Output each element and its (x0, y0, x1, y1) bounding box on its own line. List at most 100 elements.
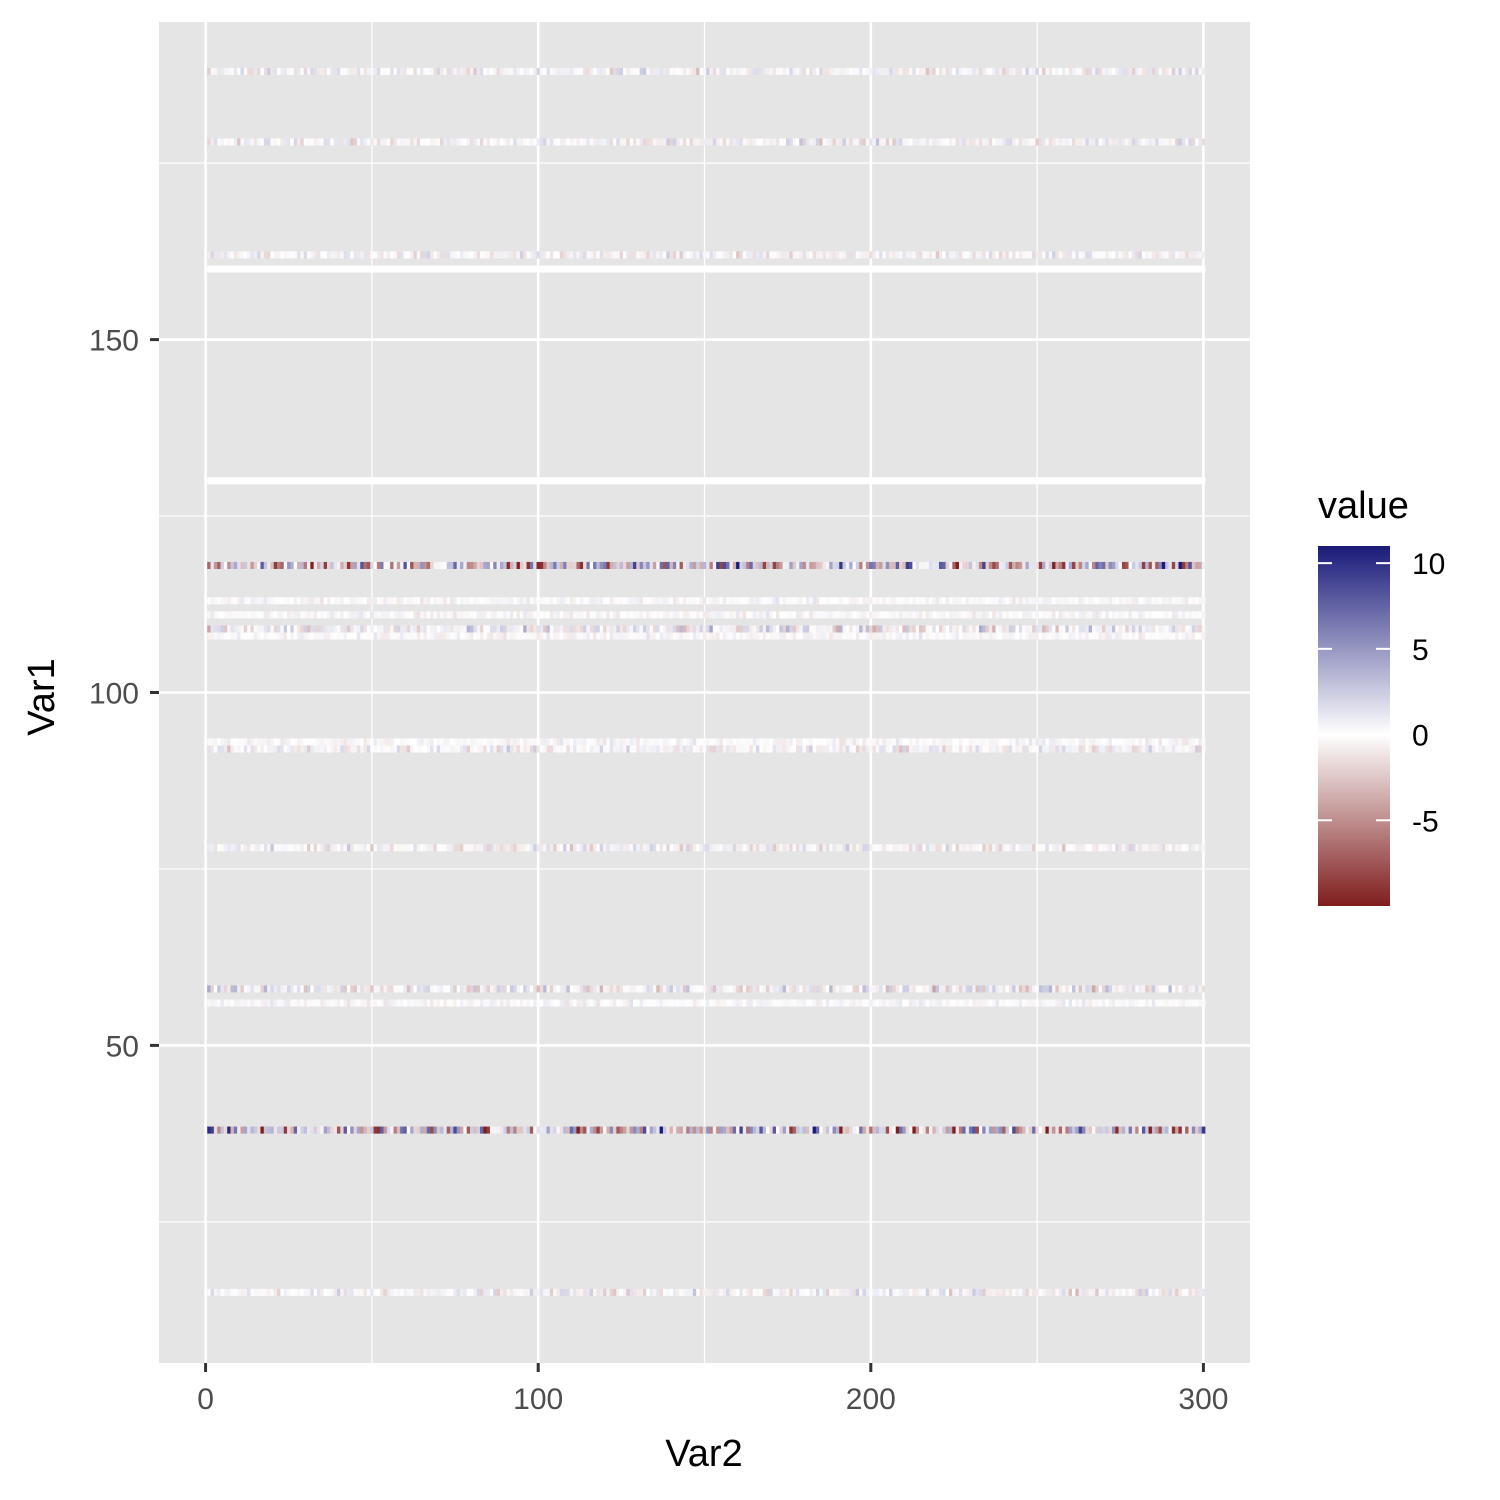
heatmap-cell (343, 745, 348, 753)
heatmap-cell (1088, 1126, 1093, 1134)
heatmap-cell (506, 265, 511, 273)
heatmap-cell (1201, 251, 1206, 259)
heatmap-cell (822, 265, 827, 273)
heatmap-cell (360, 138, 364, 146)
heatmap-cell (879, 477, 883, 485)
heatmap-cell (1058, 138, 1063, 146)
heatmap-cell (350, 844, 354, 852)
heatmap-cell (736, 745, 740, 753)
heatmap-cell (1188, 844, 1193, 852)
heatmap-cell (509, 1126, 514, 1134)
heatmap-cell (729, 138, 734, 146)
heatmap-cell (333, 251, 338, 259)
heatmap-cell (350, 985, 354, 993)
heatmap-cell (613, 1126, 617, 1134)
heatmap-cell (779, 745, 783, 753)
heatmap-cell (1118, 138, 1123, 146)
heatmap-cell (1138, 611, 1143, 619)
heatmap-cell (642, 745, 647, 753)
heatmap-cell (566, 844, 571, 852)
heatmap-cell (749, 138, 754, 146)
heatmap-cell (632, 251, 637, 259)
heatmap-cell (805, 138, 810, 146)
heatmap-cell (460, 985, 464, 993)
heatmap-cell (430, 477, 434, 485)
heatmap-cell (1105, 745, 1109, 753)
heatmap-cell (223, 745, 228, 753)
heatmap-cell (303, 985, 308, 993)
heatmap-cell (779, 985, 783, 993)
heatmap-cell (263, 561, 268, 569)
heatmap-cell (649, 632, 654, 640)
heatmap-cell (343, 1126, 348, 1134)
heatmap-cell (1188, 738, 1193, 746)
heatmap-cell (852, 1126, 857, 1134)
heatmap-cell (985, 597, 990, 605)
heatmap-cell (363, 597, 368, 605)
heatmap-cell (240, 999, 245, 1007)
heatmap-cell (223, 738, 228, 746)
heatmap-cell (1032, 561, 1036, 569)
heatmap-cell (1201, 999, 1206, 1007)
heatmap-cell (1058, 1288, 1063, 1296)
heatmap-cell (416, 844, 421, 852)
heatmap-cell (829, 251, 833, 259)
heatmap-cell (513, 745, 517, 753)
heatmap-cell (1075, 1288, 1079, 1296)
heatmap-cell (1161, 597, 1166, 605)
heatmap-cell (360, 985, 364, 993)
heatmap-cell (736, 611, 740, 619)
heatmap-cell (978, 625, 983, 633)
heatmap-cell (353, 632, 358, 640)
heatmap-cell (912, 611, 917, 619)
heatmap-cell (729, 738, 734, 746)
heatmap-cell (213, 1126, 218, 1134)
heatmap-cell (1092, 477, 1096, 485)
heatmap-cell (223, 844, 228, 852)
heatmap-cell (549, 625, 554, 633)
heatmap-cell (1092, 1126, 1096, 1134)
heatmap-cell (729, 251, 734, 259)
heatmap-cell (1082, 999, 1086, 1007)
heatmap-cell (679, 138, 684, 146)
heatmap-cell (855, 625, 860, 633)
heatmap-cell (586, 251, 591, 259)
heatmap-cell (785, 597, 790, 605)
heatmap-cell (533, 561, 537, 569)
heatmap-cell (303, 67, 308, 75)
heatmap-cell (639, 738, 644, 746)
heatmap-cell (210, 597, 215, 605)
heatmap-cell (882, 625, 887, 633)
heatmap-cell (849, 138, 853, 146)
heatmap-cell (586, 611, 591, 619)
heatmap-cell (799, 625, 803, 633)
heatmap-cell (1068, 844, 1073, 852)
heatmap-cell (363, 1126, 368, 1134)
heatmap-cell (766, 251, 770, 259)
heatmap-cell (406, 1288, 411, 1296)
heatmap-cell (333, 265, 338, 273)
heatmap-cell (596, 477, 601, 485)
heatmap-cell (536, 844, 541, 852)
heatmap-cell (1065, 738, 1070, 746)
heatmap-cell (233, 1126, 238, 1134)
heatmap-cell (819, 1288, 823, 1296)
heatmap-cell (410, 138, 414, 146)
heatmap-cell (573, 597, 577, 605)
heatmap-cell (1042, 597, 1046, 605)
heatmap-cell (968, 985, 973, 993)
heatmap-cell (945, 251, 950, 259)
heatmap-cell (1198, 477, 1203, 485)
heatmap-cell (466, 1126, 471, 1134)
heatmap-cell (629, 738, 634, 746)
heatmap-cell (932, 625, 936, 633)
heatmap-cell (373, 477, 378, 485)
heatmap-cell (536, 632, 541, 640)
heatmap-cell (982, 632, 986, 640)
heatmap-cell (702, 625, 707, 633)
heatmap-cell (1038, 611, 1043, 619)
heatmap-cell (423, 1126, 428, 1134)
heatmap-cell (835, 561, 840, 569)
heatmap-cell (346, 999, 351, 1007)
heatmap-cell (243, 265, 248, 273)
